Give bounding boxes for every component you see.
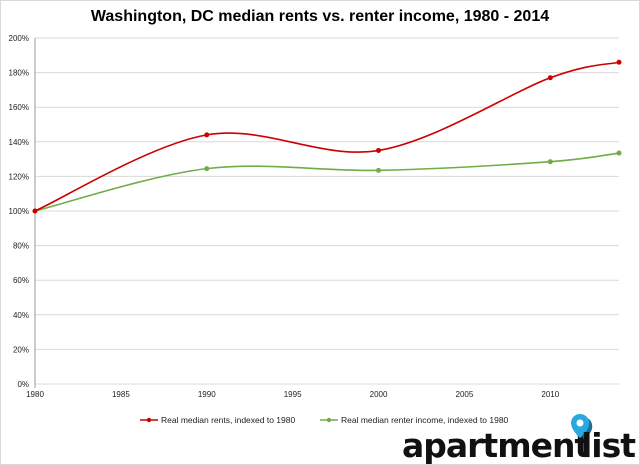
series-line-1	[34, 152, 620, 212]
data-point	[547, 159, 553, 165]
data-point	[616, 59, 622, 65]
data-point	[616, 150, 622, 156]
x-tick-label: 1995	[284, 390, 302, 399]
data-point	[376, 147, 382, 153]
legend-label: Real median rents, indexed to 1980	[161, 415, 295, 425]
x-tick-label: 1990	[198, 390, 216, 399]
series-line-0	[34, 61, 620, 212]
y-tick-label: 160%	[9, 103, 29, 112]
x-tick-label: 2005	[456, 390, 474, 399]
x-tick-label: 1985	[112, 390, 130, 399]
x-tick-label: 2000	[370, 390, 388, 399]
x-tick-label: 2010	[541, 390, 559, 399]
y-tick-label: 180%	[9, 69, 29, 78]
legend-label: Real median renter income, indexed to 19…	[341, 415, 509, 425]
y-tick-label: 20%	[13, 345, 29, 354]
legend-swatch-marker	[146, 417, 152, 423]
y-tick-label: 60%	[13, 276, 29, 285]
y-tick-label: 0%	[17, 380, 29, 389]
y-tick-label: 40%	[13, 311, 29, 320]
logo-word-apartment: apartment	[402, 426, 590, 465]
data-point	[204, 132, 210, 138]
y-tick-label: 140%	[9, 138, 29, 147]
y-tick-label: 200%	[9, 34, 29, 43]
data-point	[376, 167, 382, 173]
y-tick-label: 80%	[13, 242, 29, 251]
y-tick-label: 100%	[9, 207, 29, 216]
logo-word-list: list	[581, 426, 636, 465]
data-point	[204, 166, 210, 172]
y-tick-label: 120%	[9, 172, 29, 181]
data-point	[547, 75, 553, 81]
chart-title: Washington, DC median rents vs. renter i…	[90, 8, 550, 25]
data-point	[32, 208, 38, 214]
legend-swatch-marker	[326, 417, 332, 423]
x-tick-label: 1980	[26, 390, 44, 399]
